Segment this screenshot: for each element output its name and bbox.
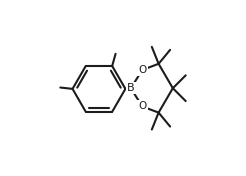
Text: O: O — [138, 65, 146, 75]
Text: B: B — [127, 83, 135, 93]
Text: O: O — [138, 102, 146, 112]
